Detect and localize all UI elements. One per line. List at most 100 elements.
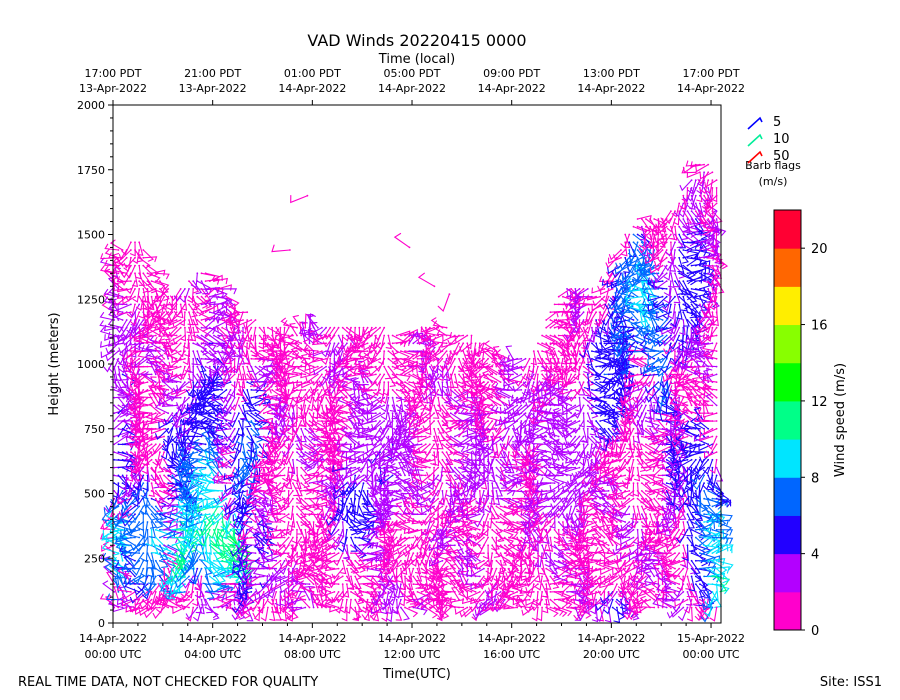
barb-point bbox=[130, 591, 132, 593]
barb-point bbox=[179, 288, 182, 290]
barb-point bbox=[308, 458, 311, 461]
wind-barb bbox=[107, 340, 124, 347]
barb-point bbox=[171, 552, 174, 554]
wind-barb bbox=[121, 498, 136, 512]
wind-barb bbox=[139, 521, 149, 539]
barb-point bbox=[337, 497, 340, 500]
barb-point bbox=[304, 497, 307, 500]
barb-point bbox=[254, 334, 257, 337]
wind-barb bbox=[178, 513, 190, 531]
barb-point bbox=[117, 381, 120, 383]
barb-point bbox=[358, 544, 361, 547]
barb-point bbox=[337, 404, 340, 407]
wind-barb bbox=[116, 308, 132, 315]
wind-barb bbox=[117, 381, 125, 396]
barb-point bbox=[308, 559, 311, 562]
barb-point bbox=[184, 591, 186, 593]
barb-point bbox=[287, 420, 290, 422]
barb-point bbox=[250, 591, 253, 593]
barb-point bbox=[213, 466, 215, 469]
wind-barb bbox=[185, 504, 203, 513]
barb-point bbox=[321, 373, 323, 376]
barb-point bbox=[154, 575, 157, 578]
barb-point bbox=[188, 288, 190, 290]
barb-point bbox=[221, 575, 224, 578]
barb-point bbox=[321, 606, 323, 609]
wind-barb bbox=[178, 490, 194, 504]
barb-point bbox=[196, 513, 199, 516]
barb-point bbox=[366, 559, 369, 562]
wind-barb bbox=[161, 435, 169, 453]
barb-point bbox=[113, 334, 116, 337]
barb-point bbox=[316, 451, 319, 453]
barb-point bbox=[204, 288, 207, 290]
barb-point bbox=[333, 552, 336, 554]
barb-point bbox=[321, 334, 323, 337]
barb-point bbox=[121, 606, 124, 609]
barb-point bbox=[312, 497, 315, 500]
barb-point bbox=[208, 350, 211, 352]
barb-point bbox=[175, 311, 178, 314]
wind-barb bbox=[130, 404, 144, 412]
barb-point bbox=[159, 280, 161, 282]
wind-barb bbox=[196, 327, 210, 339]
barb-point bbox=[163, 497, 166, 500]
barb-point bbox=[325, 497, 327, 500]
barb-point bbox=[346, 559, 348, 562]
barb-point bbox=[350, 536, 352, 539]
barb-point bbox=[146, 497, 149, 500]
wind-barb bbox=[151, 490, 164, 502]
barb-point bbox=[142, 319, 145, 321]
barb-point bbox=[246, 451, 249, 453]
wind-barb bbox=[122, 366, 130, 381]
barb-point bbox=[134, 420, 136, 422]
barb-point bbox=[283, 583, 286, 585]
barb-point bbox=[179, 474, 182, 477]
barb-point bbox=[325, 482, 327, 484]
barb-point bbox=[267, 583, 269, 585]
wind-barb bbox=[169, 583, 186, 595]
barb-point bbox=[117, 319, 120, 321]
barb-point bbox=[283, 435, 286, 438]
wind-barb bbox=[196, 334, 210, 347]
wind-barb bbox=[176, 381, 190, 392]
top-tick-time: 17:00 PDT bbox=[683, 67, 740, 80]
barb-point bbox=[233, 350, 236, 352]
barb-point bbox=[362, 583, 365, 585]
barb-point bbox=[250, 404, 253, 407]
barb-point bbox=[354, 458, 357, 461]
wind-barb bbox=[183, 490, 198, 505]
wind-barb bbox=[169, 342, 182, 354]
wind-barb bbox=[169, 288, 182, 302]
barb-point bbox=[246, 528, 249, 531]
wind-barb bbox=[129, 591, 144, 604]
barb-point bbox=[208, 435, 211, 438]
barb-point bbox=[113, 350, 116, 352]
barb-point bbox=[221, 350, 224, 352]
wind-barb bbox=[155, 511, 173, 519]
barb-point bbox=[196, 303, 199, 306]
barb-point bbox=[196, 334, 199, 337]
barb-point bbox=[271, 404, 273, 407]
barb-point bbox=[354, 598, 357, 601]
wind-barb bbox=[126, 366, 136, 381]
top-tick-date: 14-Apr-2022 bbox=[478, 82, 546, 95]
barb-point bbox=[113, 396, 116, 399]
barb-point bbox=[246, 319, 249, 321]
barb-point bbox=[117, 357, 120, 360]
wind-barb bbox=[138, 257, 151, 269]
barb-point bbox=[350, 521, 352, 523]
barb-point bbox=[142, 575, 145, 578]
wind-barb bbox=[103, 265, 119, 274]
wind-barb bbox=[123, 257, 136, 269]
barb-point bbox=[208, 357, 211, 360]
barb-point bbox=[167, 544, 170, 547]
barb-point bbox=[154, 373, 157, 376]
barb-point bbox=[246, 435, 249, 438]
barb-point bbox=[271, 342, 273, 345]
barb-point bbox=[159, 567, 161, 570]
barb-point bbox=[246, 427, 249, 430]
barb-point bbox=[221, 567, 224, 570]
wind-barb bbox=[173, 381, 186, 394]
barb-point bbox=[121, 435, 124, 438]
